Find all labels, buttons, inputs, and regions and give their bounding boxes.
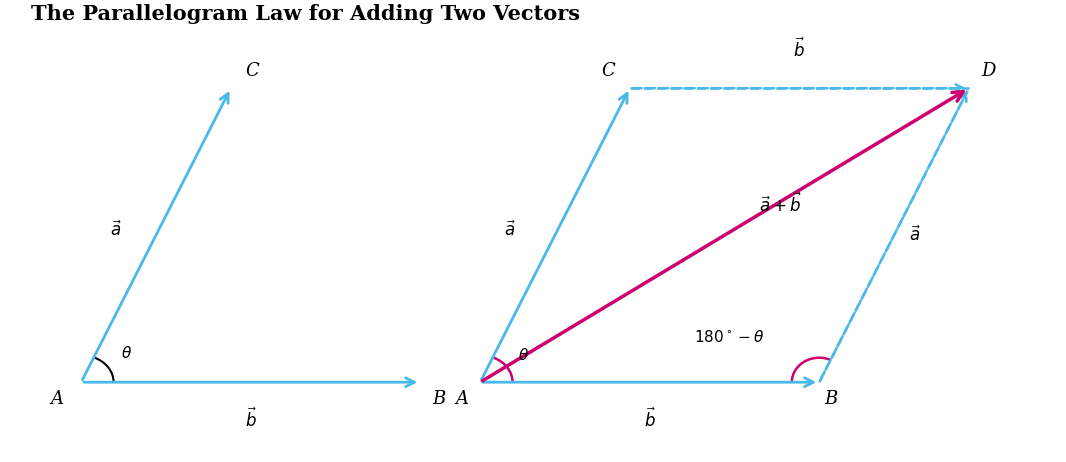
Text: C: C bbox=[246, 62, 259, 80]
Text: B: B bbox=[433, 390, 446, 408]
Text: B: B bbox=[824, 390, 838, 408]
Text: $\vec{b}$: $\vec{b}$ bbox=[793, 37, 805, 61]
Text: $\vec{a}+\vec{b}$: $\vec{a}+\vec{b}$ bbox=[759, 192, 802, 216]
Text: A: A bbox=[50, 390, 63, 408]
Text: C: C bbox=[601, 62, 615, 80]
Text: $\theta$: $\theta$ bbox=[122, 345, 132, 361]
Text: D: D bbox=[981, 62, 996, 80]
Text: The Parallelogram Law for Adding Two Vectors: The Parallelogram Law for Adding Two Vec… bbox=[31, 5, 580, 24]
Text: $\vec{a}$: $\vec{a}$ bbox=[909, 225, 921, 245]
Text: $\vec{b}$: $\vec{b}$ bbox=[245, 407, 257, 431]
Text: A: A bbox=[455, 390, 468, 408]
Text: $\theta$: $\theta$ bbox=[518, 346, 529, 363]
Text: $\vec{a}$: $\vec{a}$ bbox=[110, 220, 122, 240]
Text: $180^\circ - \theta$: $180^\circ - \theta$ bbox=[694, 329, 764, 345]
Text: $\vec{b}$: $\vec{b}$ bbox=[644, 407, 656, 431]
Text: $\vec{a}$: $\vec{a}$ bbox=[504, 220, 516, 240]
